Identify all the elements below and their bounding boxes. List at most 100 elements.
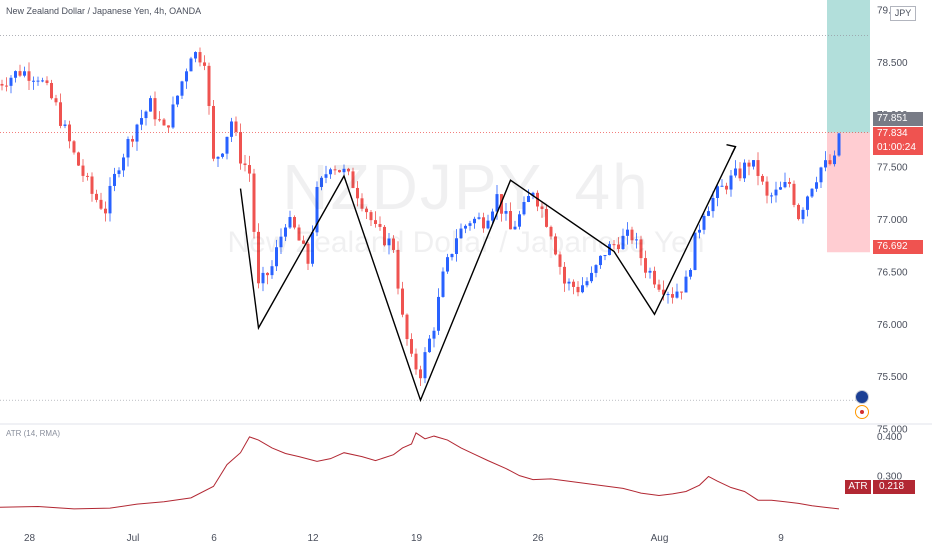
candle-body [428, 338, 431, 353]
candle-body [801, 209, 805, 220]
candle-18 [77, 151, 80, 167]
time-tick-5: 26 [532, 533, 544, 544]
candle-body [504, 211, 508, 214]
candle-body [365, 208, 368, 213]
candle-body [734, 168, 737, 176]
candle-185 [828, 154, 832, 166]
candle-body [833, 155, 836, 165]
candle-115 [513, 220, 517, 230]
candle-91 [405, 313, 409, 346]
candle-body [279, 236, 283, 248]
candle-body [774, 189, 778, 196]
candle-body [626, 229, 629, 236]
atr-line [0, 432, 840, 510]
candle-68 [302, 235, 305, 245]
candle-149 [666, 291, 670, 304]
candle-body [477, 217, 481, 219]
price-tick-8: 75.000 [877, 425, 908, 436]
candle-body [77, 152, 80, 166]
candle-161 [720, 179, 724, 187]
candle-157 [702, 213, 706, 235]
candle-126 [563, 261, 566, 292]
currency-label[interactable]: JPY [890, 6, 916, 21]
candle-170 [761, 173, 764, 185]
candle-body [482, 217, 485, 229]
candle-body [131, 139, 134, 142]
atr-name-tag: ATR [845, 480, 871, 494]
candle-98 [437, 288, 440, 336]
candle-120 [536, 190, 539, 212]
candle-181 [810, 188, 814, 199]
candle-body [747, 162, 751, 167]
zigzag-arrowhead [726, 143, 737, 155]
candle-body [725, 185, 728, 190]
atr-indicator-label[interactable]: ATR (14, RMA) [6, 429, 61, 438]
candle-26 [113, 167, 116, 192]
candle-125 [558, 251, 562, 275]
candle-74 [329, 167, 332, 179]
candle-186 [833, 150, 836, 167]
candle-body [248, 165, 251, 174]
candle-38 [167, 125, 170, 133]
target-price-tag: 77.851 [873, 112, 923, 126]
candle-1 [0, 79, 4, 91]
candle-body [455, 238, 458, 254]
candle-4 [14, 70, 17, 83]
candle-body [639, 239, 643, 259]
candle-body [828, 160, 832, 165]
candle-body [378, 223, 382, 227]
last-price-tag: 77.834 [873, 127, 923, 141]
candle-body [824, 160, 827, 168]
candle-184 [824, 151, 827, 172]
candle-body [594, 265, 598, 273]
price-tick-4: 77.000 [877, 215, 908, 226]
candle-52 [230, 117, 233, 142]
candle-body [450, 253, 454, 258]
candle-body [275, 247, 278, 267]
candle-140 [626, 222, 629, 245]
candle-body [54, 98, 58, 103]
candle-10 [41, 77, 44, 83]
target-zone [827, 0, 870, 133]
candle-156 [698, 224, 701, 239]
candle-body [0, 83, 4, 86]
stop-zone [827, 132, 870, 253]
candle-150 [671, 287, 674, 304]
candle-body [536, 192, 539, 207]
candle-69 [306, 241, 310, 270]
candle-body [167, 125, 170, 128]
candle-body [711, 197, 715, 212]
candle-body [761, 175, 764, 182]
candle-179 [801, 207, 805, 224]
nz-flag-icon[interactable] [855, 390, 869, 404]
candle-body [270, 266, 274, 276]
candle-173 [774, 181, 778, 203]
candle-body [486, 220, 490, 229]
jp-flag-icon[interactable] [855, 405, 869, 419]
candle-176 [788, 177, 791, 188]
candle-124 [554, 233, 557, 256]
candle-81 [360, 193, 364, 212]
candle-body [288, 217, 292, 228]
candle-31 [135, 123, 139, 151]
candle-body [86, 175, 89, 177]
candle-body [108, 185, 112, 214]
candle-59 [261, 266, 265, 292]
time-tick-6: Aug [651, 533, 669, 544]
candle-23 [99, 192, 103, 210]
candle-183 [819, 166, 823, 188]
candle-body [27, 71, 31, 81]
candle-body [531, 192, 535, 197]
candle-14 [59, 93, 62, 129]
candle-body [162, 119, 166, 126]
candle-body [257, 231, 260, 284]
candle-body [293, 217, 296, 228]
time-tick-4: 19 [411, 533, 423, 544]
candle-164 [734, 160, 737, 178]
candle-body [545, 208, 548, 227]
candle-body [743, 162, 746, 179]
candle-134 [599, 255, 602, 269]
candle-94 [419, 365, 422, 386]
candle-body [414, 353, 418, 370]
